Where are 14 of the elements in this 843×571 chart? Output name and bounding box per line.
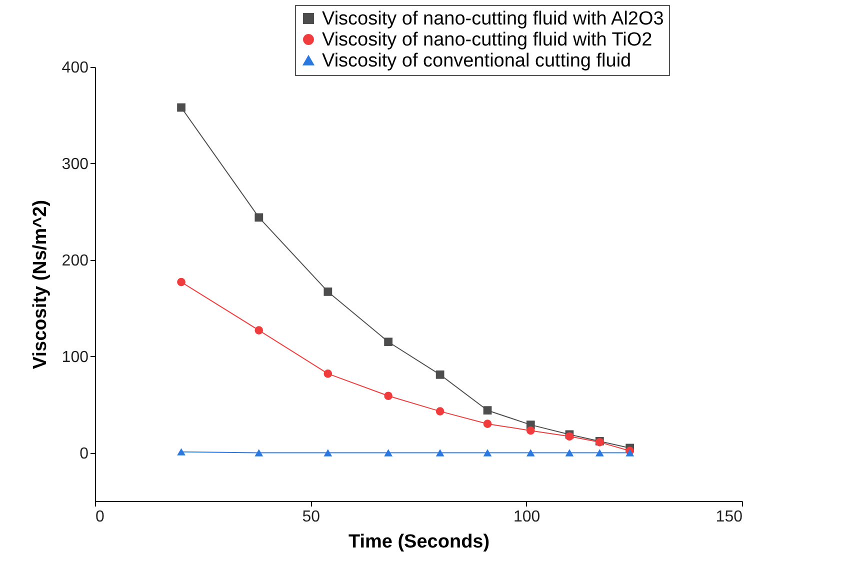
x-tick-label: 100 xyxy=(513,508,540,526)
y-tick-label: 200 xyxy=(62,252,89,270)
y-tick-label: 100 xyxy=(62,348,89,366)
x-tick-label: 50 xyxy=(302,508,320,526)
y-tick-label: 400 xyxy=(62,60,89,76)
x-axis-title: Time (Seconds) xyxy=(348,532,490,552)
y-tick-label: 300 xyxy=(62,156,89,173)
legend-label: Viscosity of nano-cutting fluid with Al2O3 xyxy=(322,8,664,30)
legend-label: Viscosity of conventional cutting fluid xyxy=(322,50,632,72)
y-tick-label: 0 xyxy=(80,445,89,462)
x-tick-label: 0 xyxy=(96,508,104,526)
y-axis-title: Viscosity (Ns/m^2) xyxy=(30,200,51,370)
legend-label: Viscosity of nano-cutting fluid with TiO2 xyxy=(322,30,652,50)
x-tick-label: 150 xyxy=(716,508,743,526)
